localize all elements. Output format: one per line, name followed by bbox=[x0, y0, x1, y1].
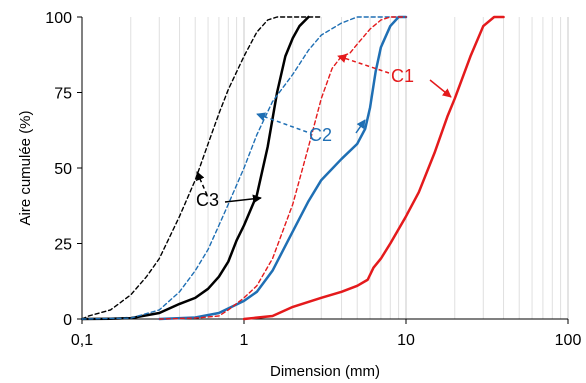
series-lines bbox=[80, 15, 505, 321]
annotation-arrow bbox=[429, 79, 452, 98]
y-tick-label: 50 bbox=[54, 161, 72, 178]
annotation-arrow bbox=[224, 194, 262, 204]
x-axis-title: Dimension (mm) bbox=[270, 363, 380, 380]
annotations: C1 C2 C3 bbox=[196, 54, 452, 210]
x-tick-label: 0,1 bbox=[71, 332, 93, 349]
x-tick-label: 100 bbox=[555, 332, 582, 349]
annotation-arrow bbox=[337, 54, 390, 74]
y-axis-title: Aire cumulée (%) bbox=[17, 110, 34, 225]
y-tick-label: 0 bbox=[63, 312, 72, 329]
series-line-2 bbox=[80, 15, 310, 321]
annotation-label: C1 bbox=[391, 66, 414, 86]
series-line-3 bbox=[81, 16, 400, 320]
x-tick-label: 10 bbox=[397, 332, 415, 349]
axes bbox=[77, 16, 569, 324]
annotation-label: C2 bbox=[309, 125, 332, 145]
y-tick-label: 75 bbox=[54, 86, 72, 103]
series-line-4 bbox=[158, 15, 408, 321]
grid-lines bbox=[81, 17, 569, 319]
series-line-5 bbox=[158, 16, 407, 320]
x-tick-label: 1 bbox=[240, 332, 249, 349]
series-line-6 bbox=[242, 15, 505, 321]
y-tick-label: 25 bbox=[54, 237, 72, 254]
annotation-label: C3 bbox=[196, 190, 219, 210]
series-line-1 bbox=[81, 16, 322, 320]
annotation-arrow bbox=[355, 119, 366, 134]
annotation-arrow bbox=[256, 112, 308, 133]
y-tick-label: 100 bbox=[45, 10, 72, 27]
tick-labels: 0 25 50 75 100 0,1 1 10 100 Dimension (mm) Aire cu… bbox=[17, 10, 581, 380]
